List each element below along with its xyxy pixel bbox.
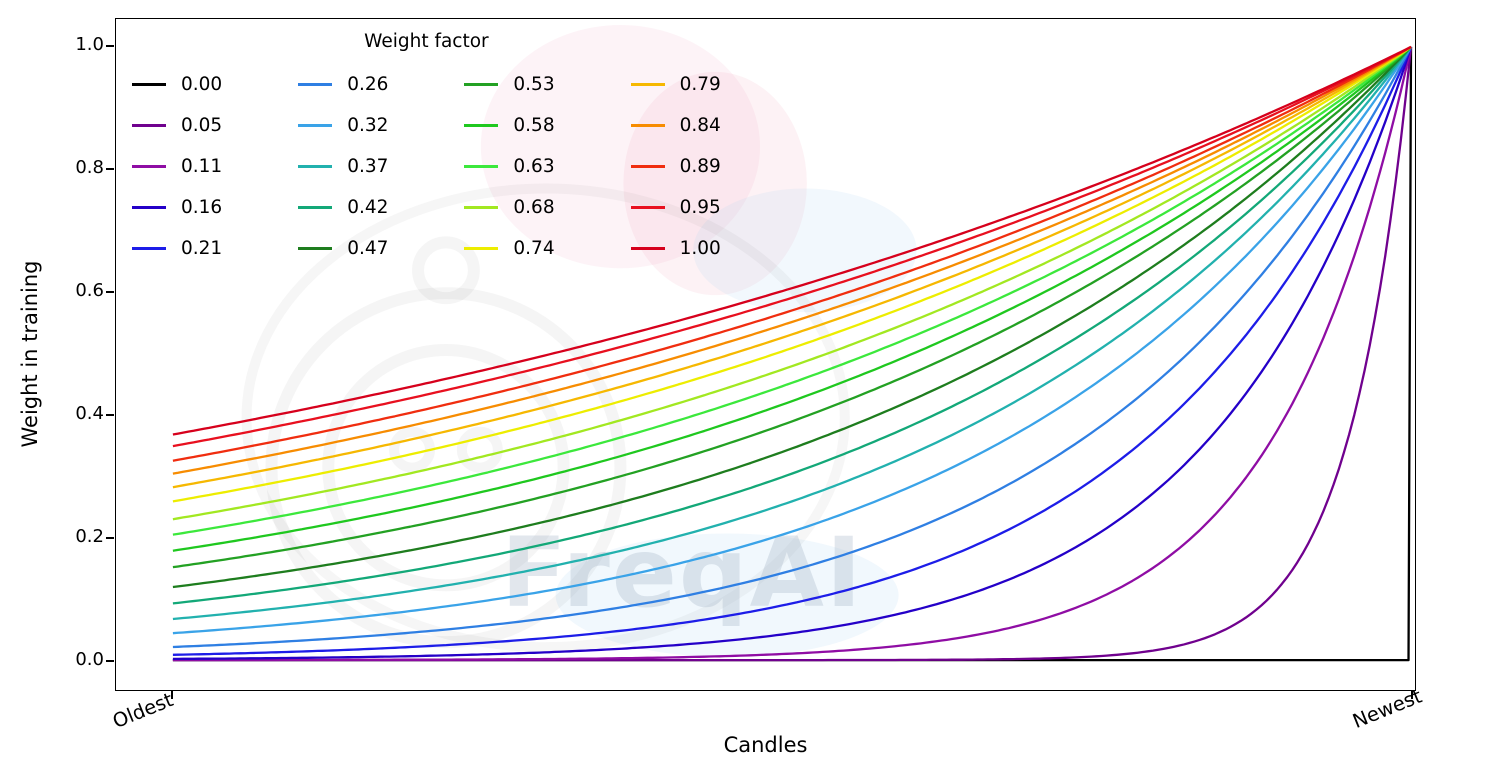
legend-item: 0.16 bbox=[132, 197, 222, 218]
legend-item: 0.53 bbox=[464, 74, 555, 95]
x-tick-mark bbox=[171, 691, 173, 699]
y-tick-mark bbox=[106, 291, 114, 293]
y-tick-mark bbox=[106, 168, 114, 170]
legend-line-swatch bbox=[132, 83, 166, 86]
legend-item: 0.26 bbox=[298, 74, 388, 95]
legend-line-swatch bbox=[630, 124, 665, 127]
legend-line-swatch bbox=[630, 83, 665, 86]
legend-item: 0.11 bbox=[132, 156, 222, 177]
legend-item: 0.42 bbox=[298, 197, 388, 218]
y-tick-mark bbox=[106, 537, 114, 539]
x-tick-label-oldest: Oldest bbox=[109, 688, 177, 733]
legend-item: 1.00 bbox=[630, 238, 721, 259]
legend-line-swatch bbox=[298, 124, 333, 127]
legend-label: 1.00 bbox=[679, 238, 721, 259]
y-tick-label: 0.4 bbox=[75, 403, 104, 424]
legend-item: 0.79 bbox=[630, 74, 721, 95]
legend-line-swatch bbox=[298, 247, 333, 250]
legend-line-swatch bbox=[132, 247, 166, 250]
legend-line-swatch bbox=[298, 206, 333, 209]
y-tick-label: 0.6 bbox=[75, 280, 104, 301]
legend-item: 0.58 bbox=[464, 115, 555, 136]
y-tick-label: 1.0 bbox=[75, 34, 104, 55]
y-tick-label: 0.0 bbox=[75, 649, 104, 670]
legend-item: 0.00 bbox=[132, 74, 222, 95]
legend-label: 0.89 bbox=[679, 156, 721, 177]
legend-item: 0.63 bbox=[464, 156, 555, 177]
legend-item: 0.37 bbox=[298, 156, 388, 177]
legend-line-swatch bbox=[464, 124, 499, 127]
watermark-stopwatch-body bbox=[265, 287, 627, 649]
y-tick-mark bbox=[106, 45, 114, 47]
legend-label: 0.95 bbox=[679, 197, 721, 218]
x-axis-label: Candles bbox=[723, 733, 808, 757]
legend-item: 0.95 bbox=[630, 197, 721, 218]
legend-item: 0.32 bbox=[298, 115, 388, 136]
legend-line-swatch bbox=[132, 165, 166, 168]
legend-line-swatch bbox=[132, 206, 166, 209]
legend-line-swatch bbox=[464, 83, 499, 86]
legend-line-swatch bbox=[298, 165, 333, 168]
legend-label: 0.32 bbox=[347, 115, 389, 136]
watermark-blue-swoosh bbox=[555, 533, 899, 658]
watermark-eye-left bbox=[389, 426, 435, 473]
legend-label: 0.74 bbox=[513, 238, 555, 259]
legend-line-swatch bbox=[298, 83, 333, 86]
legend-line-swatch bbox=[630, 247, 665, 250]
legend-label: 0.00 bbox=[181, 74, 223, 95]
legend-label: 0.21 bbox=[181, 238, 223, 259]
y-tick-mark bbox=[106, 414, 114, 416]
legend-label: 0.26 bbox=[347, 74, 389, 95]
y-axis-label: Weight in training bbox=[18, 260, 42, 448]
legend-label: 0.16 bbox=[181, 197, 223, 218]
legend-item: 0.74 bbox=[464, 238, 555, 259]
legend-item: 0.68 bbox=[464, 197, 555, 218]
watermark-blue-leaf bbox=[693, 188, 917, 313]
legend-item: 0.21 bbox=[132, 238, 222, 259]
legend-label: 0.58 bbox=[513, 115, 555, 136]
legend-item: 0.47 bbox=[298, 238, 388, 259]
legend-line-swatch bbox=[630, 165, 665, 168]
plot-area: FreqAI Weight factor 0.00 0.05 0.11 0.16 0.2… bbox=[115, 18, 1416, 691]
y-tick-label: 0.2 bbox=[75, 526, 104, 547]
legend-label: 0.68 bbox=[513, 197, 555, 218]
y-tick-label: 0.8 bbox=[75, 157, 104, 178]
legend-item: 0.05 bbox=[132, 115, 222, 136]
legend-line-swatch bbox=[132, 124, 166, 127]
legend-grid: 0.00 0.05 0.11 0.16 0.21 0.26 0.32 0.37 0.42 0.47… bbox=[132, 64, 721, 269]
x-tick-label-newest: Newest bbox=[1349, 684, 1426, 733]
legend-label: 0.63 bbox=[513, 156, 555, 177]
legend-line-swatch bbox=[464, 206, 499, 209]
legend-line-swatch bbox=[464, 165, 499, 168]
legend-label: 0.79 bbox=[679, 74, 721, 95]
legend-label: 0.37 bbox=[347, 156, 389, 177]
legend-label: 0.11 bbox=[181, 156, 223, 177]
legend-item: 0.89 bbox=[630, 156, 721, 177]
legend-label: 0.05 bbox=[181, 115, 223, 136]
legend-label: 0.84 bbox=[679, 115, 721, 136]
watermark-eye-right bbox=[456, 426, 503, 473]
legend-label: 0.42 bbox=[347, 197, 389, 218]
legend-title: Weight factor bbox=[364, 31, 489, 52]
freqai-watermark-text: FreqAI bbox=[501, 517, 864, 629]
y-tick-mark bbox=[106, 660, 114, 662]
x-tick-mark bbox=[1411, 691, 1413, 699]
watermark-stopwatch-dial bbox=[322, 344, 570, 592]
legend: Weight factor 0.00 0.05 0.11 0.16 0.21 0.26 0.… bbox=[132, 31, 721, 269]
legend-line-swatch bbox=[630, 206, 665, 209]
legend-label: 0.53 bbox=[513, 74, 555, 95]
legend-line-swatch bbox=[464, 247, 499, 250]
legend-item: 0.84 bbox=[630, 115, 721, 136]
legend-label: 0.47 bbox=[347, 238, 389, 259]
